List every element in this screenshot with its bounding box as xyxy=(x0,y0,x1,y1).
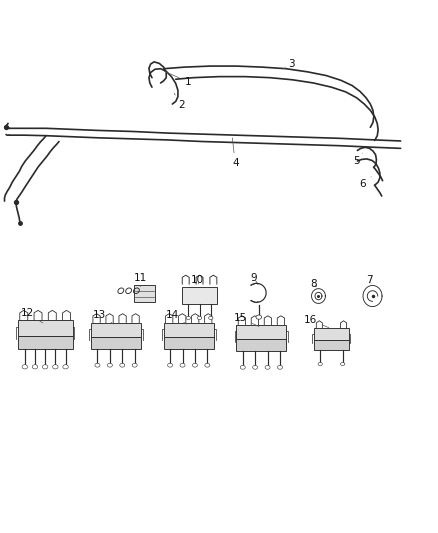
Ellipse shape xyxy=(107,364,113,367)
Ellipse shape xyxy=(53,365,58,369)
Ellipse shape xyxy=(240,366,245,369)
Ellipse shape xyxy=(253,366,258,369)
Text: 15: 15 xyxy=(234,313,259,327)
Text: 1: 1 xyxy=(164,71,191,86)
Text: 4: 4 xyxy=(232,138,239,168)
Bar xyxy=(134,286,155,302)
FancyBboxPatch shape xyxy=(18,336,73,349)
Text: 5: 5 xyxy=(353,153,363,166)
Ellipse shape xyxy=(180,364,185,367)
Text: 7: 7 xyxy=(366,276,373,285)
Ellipse shape xyxy=(168,364,173,367)
Ellipse shape xyxy=(22,365,28,369)
FancyBboxPatch shape xyxy=(18,320,73,336)
Ellipse shape xyxy=(208,317,213,319)
Text: 8: 8 xyxy=(310,279,316,288)
Text: 11: 11 xyxy=(134,273,147,287)
Ellipse shape xyxy=(63,365,68,369)
Ellipse shape xyxy=(95,364,100,367)
Ellipse shape xyxy=(278,366,283,369)
FancyBboxPatch shape xyxy=(237,340,286,351)
Ellipse shape xyxy=(318,362,322,366)
FancyBboxPatch shape xyxy=(182,287,217,304)
Text: 16: 16 xyxy=(304,315,329,328)
Text: 13: 13 xyxy=(93,310,114,324)
Text: 9: 9 xyxy=(251,273,257,283)
FancyBboxPatch shape xyxy=(314,341,349,350)
Text: 14: 14 xyxy=(166,310,187,324)
Ellipse shape xyxy=(132,364,137,367)
FancyBboxPatch shape xyxy=(237,325,286,340)
Text: 3: 3 xyxy=(284,59,295,69)
Ellipse shape xyxy=(205,364,210,367)
Text: 6: 6 xyxy=(360,177,371,189)
Ellipse shape xyxy=(186,317,191,319)
Ellipse shape xyxy=(340,362,345,366)
Ellipse shape xyxy=(265,366,270,369)
Ellipse shape xyxy=(192,364,198,367)
FancyBboxPatch shape xyxy=(91,337,141,349)
FancyBboxPatch shape xyxy=(164,322,214,337)
FancyBboxPatch shape xyxy=(91,322,141,337)
FancyBboxPatch shape xyxy=(314,328,349,341)
FancyBboxPatch shape xyxy=(164,337,214,349)
Ellipse shape xyxy=(42,365,48,369)
Ellipse shape xyxy=(256,315,261,319)
Ellipse shape xyxy=(198,317,202,319)
Text: 12: 12 xyxy=(21,308,43,323)
Ellipse shape xyxy=(120,364,125,367)
Ellipse shape xyxy=(32,365,38,369)
Text: 2: 2 xyxy=(174,93,184,110)
Text: 10: 10 xyxy=(191,276,204,285)
